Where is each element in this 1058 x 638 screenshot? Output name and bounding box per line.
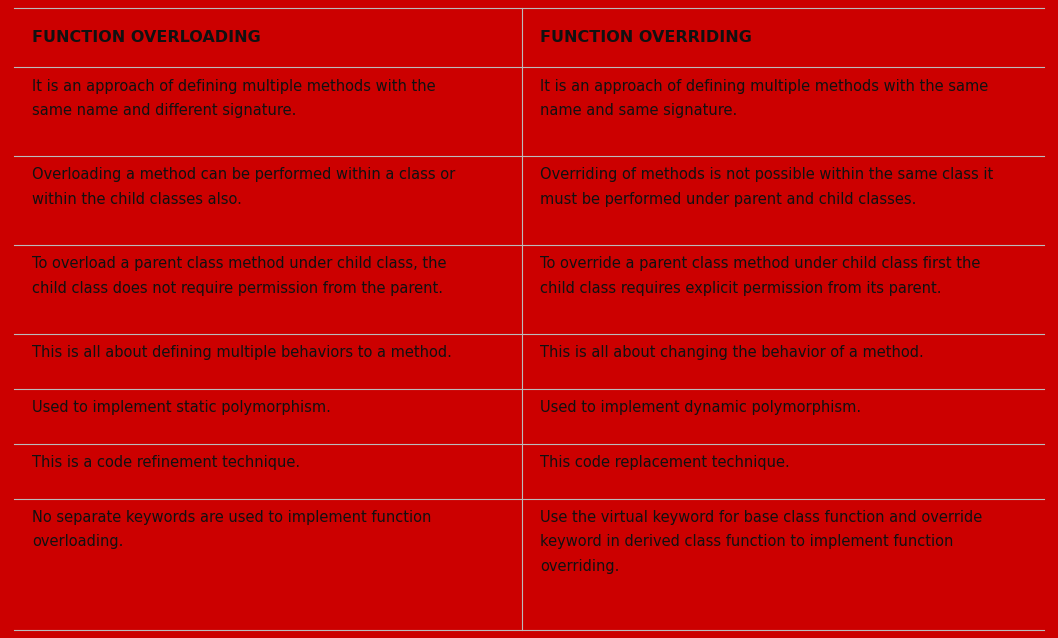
Text: This is all about defining multiple behaviors to a method.: This is all about defining multiple beha… xyxy=(33,345,452,360)
Text: This is all about changing the behavior of a method.: This is all about changing the behavior … xyxy=(541,345,924,360)
Text: Used to implement static polymorphism.: Used to implement static polymorphism. xyxy=(33,400,331,415)
Text: This code replacement technique.: This code replacement technique. xyxy=(541,455,790,470)
Text: No separate keywords are used to implement function
overloading.: No separate keywords are used to impleme… xyxy=(33,510,432,549)
Text: Used to implement dynamic polymorphism.: Used to implement dynamic polymorphism. xyxy=(541,400,861,415)
Text: This is a code refinement technique.: This is a code refinement technique. xyxy=(33,455,300,470)
Text: FUNCTION OVERLOADING: FUNCTION OVERLOADING xyxy=(33,31,261,45)
Text: FUNCTION OVERRIDING: FUNCTION OVERRIDING xyxy=(541,31,752,45)
Text: Use the virtual keyword for base class function and override
keyword in derived : Use the virtual keyword for base class f… xyxy=(541,510,983,574)
Text: Overriding of methods is not possible within the same class it
must be performed: Overriding of methods is not possible wi… xyxy=(541,167,993,207)
Text: Overloading a method can be performed within a class or
within the child classes: Overloading a method can be performed wi… xyxy=(33,167,456,207)
Text: It is an approach of defining multiple methods with the same
name and same signa: It is an approach of defining multiple m… xyxy=(541,78,988,118)
Text: To overload a parent class method under child class, the
child class does not re: To overload a parent class method under … xyxy=(33,256,446,296)
Text: It is an approach of defining multiple methods with the
same name and different : It is an approach of defining multiple m… xyxy=(33,78,436,118)
Text: To override a parent class method under child class first the
child class requir: To override a parent class method under … xyxy=(541,256,981,296)
